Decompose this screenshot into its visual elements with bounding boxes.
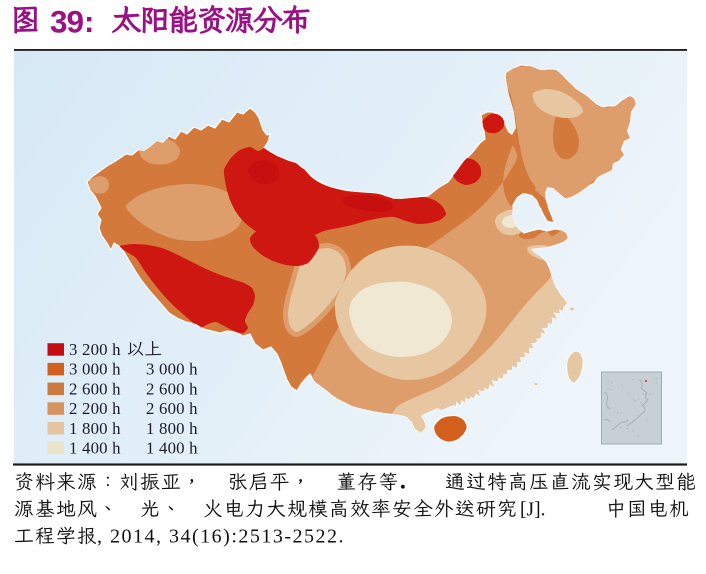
svg-text:3 000 h: 3 000 h	[69, 360, 121, 379]
svg-text:2 600 h: 2 600 h	[146, 379, 198, 398]
svg-text:2 600 h: 2 600 h	[146, 399, 198, 418]
svg-text:3 000 h: 3 000 h	[146, 360, 198, 379]
svg-text:39: 39	[50, 4, 84, 40]
svg-text:[J].: [J].	[520, 500, 545, 521]
svg-text:1 400 h: 1 400 h	[69, 439, 121, 458]
svg-text:1 400 h: 1 400 h	[146, 439, 198, 458]
svg-text:, 2014, 34(16):2513-2522.: , 2014, 34(16):2513-2522.	[97, 526, 345, 548]
svg-text:3 200 h: 3 200 h	[69, 340, 121, 359]
svg-text:2 600 h: 2 600 h	[69, 379, 121, 398]
svg-text:2 200 h: 2 200 h	[69, 399, 121, 418]
svg-text:1 800 h: 1 800 h	[69, 419, 121, 438]
svg-text:1 800 h: 1 800 h	[146, 419, 198, 438]
